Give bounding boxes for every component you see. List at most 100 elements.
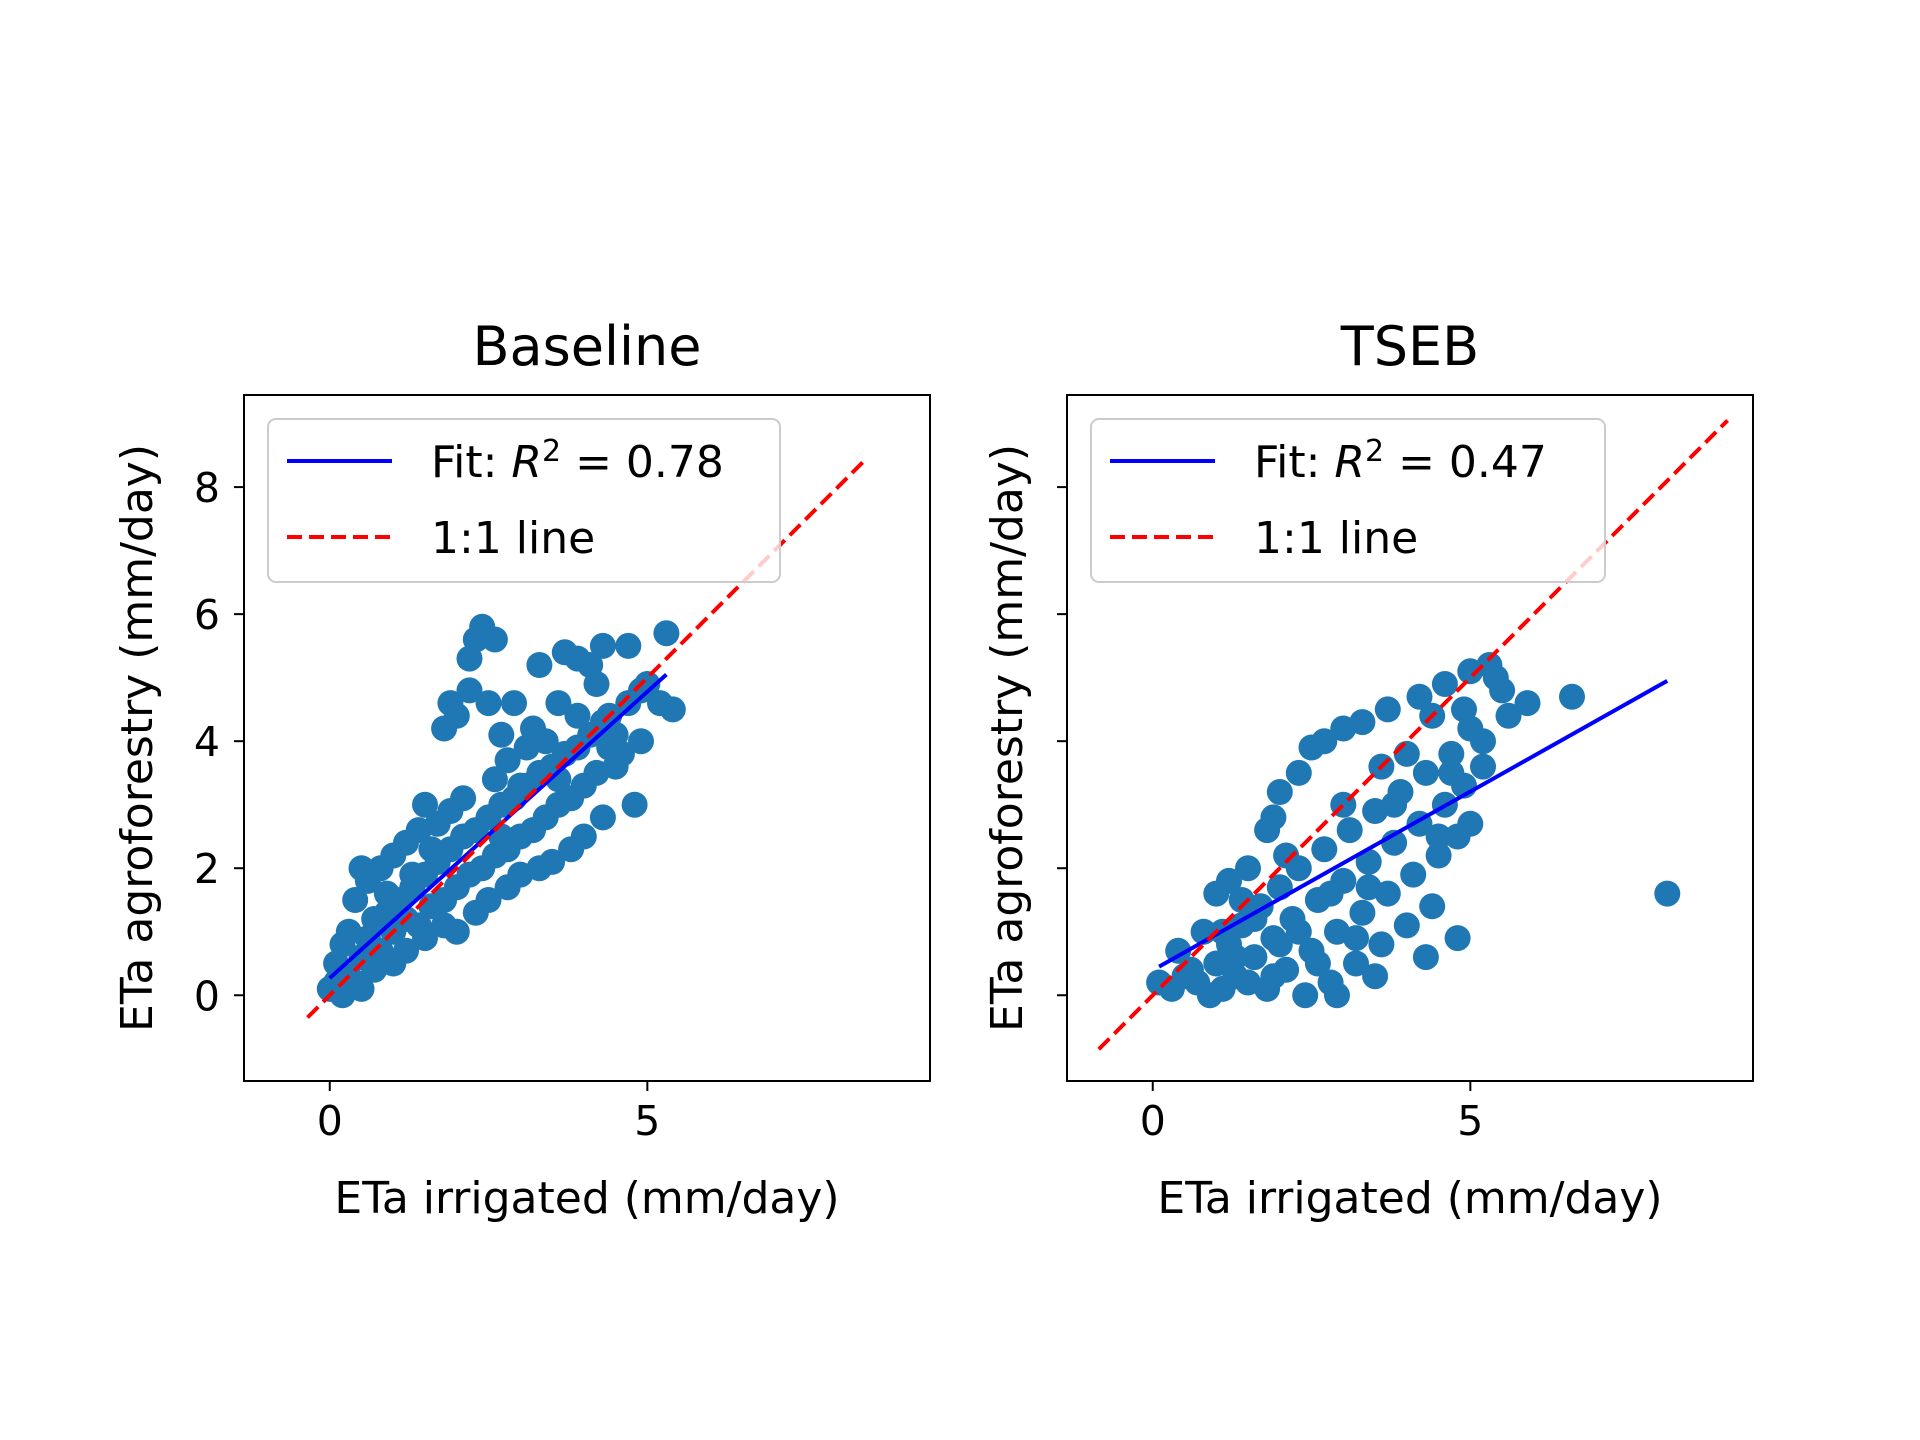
legend: Fit: R2 = 0.78 1:1 line — [267, 418, 781, 583]
y-tick-label: 6 — [194, 591, 220, 639]
scatter-point — [1343, 925, 1369, 952]
scatter-point — [1266, 779, 1293, 805]
scatter-point — [1451, 696, 1477, 723]
scatter-point — [526, 652, 553, 678]
scatter-point — [1349, 899, 1376, 926]
scatter-point — [1476, 652, 1503, 678]
scatter-point — [450, 785, 477, 812]
scatter-point — [1425, 823, 1452, 850]
y-axis-ticks — [1057, 486, 1067, 997]
x-tick-label: 5 — [1457, 1097, 1483, 1145]
scatter-point — [1324, 982, 1350, 1009]
scatter-point — [488, 721, 515, 748]
scatter-point — [653, 620, 680, 647]
x-tick-label: 0 — [1140, 1097, 1166, 1145]
x-axis-label: ETa irrigated (mm/day) — [1157, 1173, 1662, 1224]
scatter-point — [1419, 893, 1446, 920]
axes-frame — [1066, 394, 1754, 1082]
scatter-point — [1235, 855, 1261, 882]
line-series — [1097, 418, 1730, 1051]
scatter-point — [1362, 963, 1389, 990]
y-tick-label: 2 — [194, 845, 220, 893]
scatter-point — [659, 696, 686, 723]
legend-fit-label: Fit: R2 = 0.78 — [431, 434, 724, 488]
scatter-point — [1470, 753, 1496, 780]
scatter-point — [1393, 912, 1420, 939]
scatter-point — [1241, 906, 1268, 932]
scatter-point — [570, 823, 597, 850]
scatter-point — [1470, 728, 1496, 755]
scatter-point — [1374, 696, 1401, 723]
y-tick-label: 0 — [194, 972, 220, 1020]
scatter-point — [1412, 944, 1439, 971]
scatter-point — [1260, 804, 1287, 831]
scatter-point — [539, 848, 566, 875]
scatter-point — [1317, 880, 1344, 907]
y-tick-label: 4 — [194, 718, 220, 766]
identity-line — [1097, 418, 1730, 1051]
scatter-point — [564, 702, 591, 729]
scatter-point — [1444, 925, 1471, 952]
scatter-point — [1495, 702, 1522, 729]
legend-identity-label: 1:1 line — [431, 513, 595, 564]
scatter-point — [1368, 931, 1395, 958]
scatter-point — [1216, 867, 1242, 894]
scatter-point — [507, 772, 534, 799]
scatter-series — [316, 613, 686, 1009]
scatter-point — [1489, 677, 1516, 704]
scatter-point — [393, 937, 419, 964]
scatter-point — [1393, 740, 1420, 767]
scatter-point — [1400, 861, 1427, 888]
scatter-point — [1292, 982, 1319, 1009]
subplot-title: TSEB — [1340, 315, 1479, 378]
scatter-point — [589, 632, 616, 659]
scatter-point — [373, 880, 400, 907]
legend-box — [1090, 418, 1606, 583]
fit-line — [1158, 679, 1669, 969]
scatter-point — [481, 626, 508, 653]
scatter-point — [501, 690, 527, 717]
scatter-point — [475, 887, 502, 913]
scatter-point — [1222, 944, 1249, 971]
scatter-point — [1349, 709, 1376, 736]
scatter-point — [1311, 836, 1338, 863]
x-tick-label: 5 — [634, 1097, 660, 1145]
legend-fit-label: Fit: R2 = 0.47 — [1254, 434, 1547, 488]
scatter-point — [481, 766, 508, 793]
subplot-title: Baseline — [473, 315, 702, 378]
scatter-point — [342, 887, 369, 913]
scatter-point — [1285, 759, 1312, 786]
x-axis-label: ETa irrigated (mm/day) — [334, 1173, 839, 1224]
scatter-point — [1336, 817, 1363, 844]
scatter-point — [412, 791, 438, 818]
scatter-point — [545, 690, 572, 717]
scatter-point — [596, 734, 623, 761]
scatter-point — [628, 728, 654, 755]
scatter-point — [1425, 842, 1452, 869]
legend-identity-label: 1:1 line — [1254, 513, 1418, 564]
scatter-point — [1241, 944, 1268, 971]
plot-area — [306, 457, 868, 1019]
scatter-point — [412, 925, 438, 952]
scatter-point — [513, 734, 540, 761]
scatter-point — [1412, 759, 1439, 786]
scatter-point — [1514, 690, 1541, 717]
scatter-point — [431, 912, 458, 939]
scatter-point — [494, 747, 521, 774]
scatter-point — [488, 823, 515, 850]
scatter-point — [1431, 671, 1458, 697]
scatter-point — [583, 671, 610, 697]
axes-frame — [243, 394, 931, 1082]
scatter-point — [456, 645, 483, 672]
scatter-point — [1266, 931, 1293, 958]
scatter-point — [545, 766, 572, 793]
line-series — [306, 457, 868, 1019]
scatter-point — [621, 791, 648, 818]
scatter-point — [628, 677, 654, 704]
scatter-point — [1355, 874, 1382, 901]
